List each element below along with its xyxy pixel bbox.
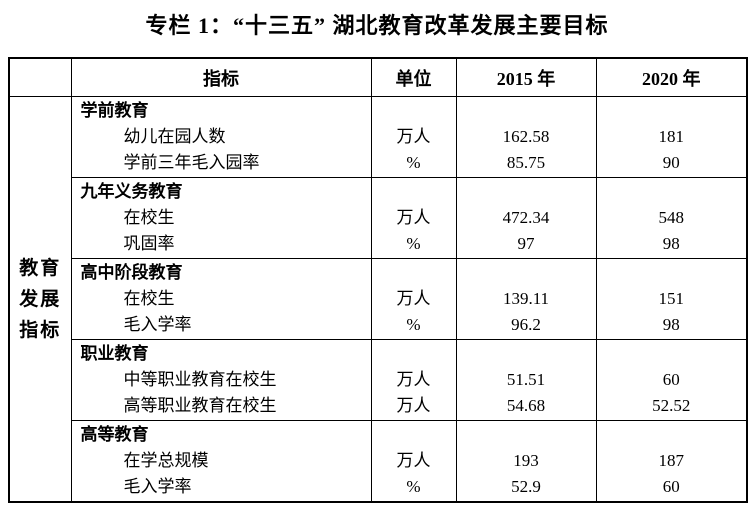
indicator-name: 在校生 [123,289,175,308]
indicator-name: 毛入学率 [123,315,192,334]
section-category: 学前教育 [80,101,149,120]
value-2015: 97 [517,234,535,253]
value-2020: 151 [658,289,685,308]
value-2015-cell: 51.51 54.68 [455,339,597,421]
value-2020-cell: 548 98 [595,177,748,259]
value-2020: 60 [662,477,680,496]
row-group-label: 教育 发展 指标 [8,96,72,503]
group-label-line: 发展 [19,288,62,310]
col-header-2015: 2015 年 [455,57,597,97]
indicator-unit: 万人 [396,370,431,389]
value-2020-cell: 151 98 [595,258,748,340]
indicator-unit: 万人 [396,208,431,227]
indicator-name: 高等职业教育在校生 [123,396,277,415]
value-2020: 181 [658,127,685,146]
value-2015-cell: 193 52.9 [455,420,597,503]
indicator-name: 在校生 [123,208,175,227]
value-2020-cell: 187 60 [595,420,748,503]
indicator-unit: % [406,315,421,334]
indicator-name: 学前三年毛入园率 [123,153,260,172]
section-category: 高中阶段教育 [80,263,183,282]
value-2020: 98 [662,315,680,334]
value-2020: 187 [658,451,685,470]
value-2015: 139.11 [502,289,550,308]
indicator-unit: 万人 [396,289,431,308]
section-row-preschool: 教育 发展 指标 学前教育 幼儿在园人数 学前三年毛入园率 万人 % 162.5… [8,96,748,503]
unit-cell: 万人 % [370,96,457,178]
value-2020: 52.52 [652,396,691,415]
value-2015-cell: 139.11 96.2 [455,258,597,340]
indicator-unit: 万人 [396,451,431,470]
indicator-cell: 高中阶段教育 在校生 毛入学率 [70,258,372,340]
section-row-highschool: 高中阶段教育 在校生 毛入学率 万人 % 139.11 96.2 151 98 [9,258,748,340]
section-category: 高等教育 [80,425,149,444]
indicator-unit: % [406,153,421,172]
indicator-name: 巩固率 [123,234,175,253]
indicator-name: 幼儿在园人数 [123,127,226,146]
indicator-unit: 万人 [396,127,431,146]
section-category: 九年义务教育 [80,182,183,201]
table-header-row: 指标 单位 2015 年 2020 年 [8,57,748,97]
indicator-unit: 万人 [396,396,431,415]
value-2020: 60 [662,370,680,389]
value-2015: 472.34 [502,208,550,227]
col-header-unit: 单位 [370,57,457,97]
value-2020: 90 [662,153,680,172]
unit-cell: 万人 % [370,258,457,340]
section-row-compulsory: 九年义务教育 在校生 巩固率 万人 % 472.34 97 548 98 [9,177,748,259]
value-2020: 98 [662,234,680,253]
col-header-indicator: 指标 [70,57,372,97]
unit-cell: 万人 万人 [370,339,457,421]
value-2015: 96.2 [511,315,541,334]
indicator-name: 毛入学率 [123,477,192,496]
indicator-cell: 学前教育 幼儿在园人数 学前三年毛入园率 [70,96,372,178]
indicator-cell: 高等教育 在学总规模 毛入学率 [70,420,372,503]
indicator-unit: % [406,234,421,253]
section-category: 职业教育 [80,344,149,363]
indicator-name: 在学总规模 [123,451,209,470]
group-label-line: 指标 [19,319,62,341]
indicator-cell: 九年义务教育 在校生 巩固率 [70,177,372,259]
value-2015: 51.51 [506,370,546,389]
unit-cell: 万人 % [370,177,457,259]
value-2015-cell: 162.58 85.75 [455,96,597,178]
value-2020: 548 [658,208,685,227]
education-targets-table: 指标 单位 2015 年 2020 年 教育 发展 指标 学前教育 幼儿在园人数… [8,57,748,503]
group-label-line: 教育 [19,257,62,279]
unit-cell: 万人 % [370,420,457,503]
indicator-cell: 职业教育 中等职业教育在校生 高等职业教育在校生 [70,339,372,421]
value-2020-cell: 181 90 [595,96,748,178]
value-2015: 85.75 [506,153,546,172]
value-2015: 54.68 [506,396,546,415]
indicator-name: 中等职业教育在校生 [123,370,277,389]
value-2015-cell: 472.34 97 [455,177,597,259]
value-2015: 193 [513,451,539,470]
indicator-unit: % [406,477,421,496]
section-row-vocational: 职业教育 中等职业教育在校生 高等职业教育在校生 万人 万人 51.51 54.… [9,339,748,421]
value-2020-cell: 60 52.52 [595,339,748,421]
section-row-higher-ed: 高等教育 在学总规模 毛入学率 万人 % 193 52.9 187 60 [9,420,748,503]
value-2015: 162.58 [502,127,550,146]
value-2015: 52.9 [511,477,541,496]
col-header-2020: 2020 年 [595,57,748,97]
corner-cell [8,57,72,97]
box-title: 专栏 1：“十三五” 湖北教育改革发展主要目标 [145,13,609,38]
